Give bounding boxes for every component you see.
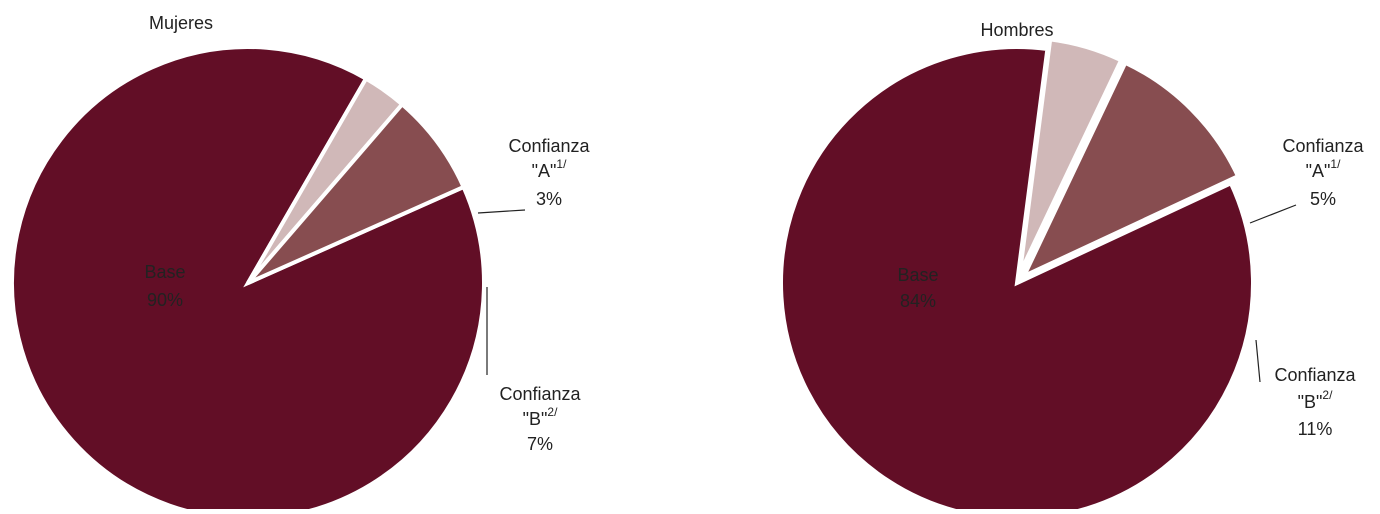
footnote-mark: 2/: [547, 405, 558, 419]
slice-label: "A"1/: [1306, 157, 1341, 181]
slice-label: Confianza: [508, 136, 590, 156]
footnote-mark: 1/: [1330, 157, 1341, 171]
pie-slice: [1019, 60, 1241, 281]
slice-label: Confianza: [499, 384, 581, 404]
chart-title: Hombres: [980, 20, 1053, 40]
pie-slice: [779, 45, 1255, 514]
leader-line: [1249, 204, 1297, 224]
slice-value: 90%: [147, 290, 183, 310]
leader-line: [477, 209, 526, 214]
slice-value: 11%: [1298, 419, 1333, 439]
slice-label: "B"2/: [1298, 388, 1333, 412]
slice-value: 84%: [900, 291, 936, 311]
chart-title: Mujeres: [149, 13, 213, 33]
slice-label: Base: [144, 262, 185, 282]
slice-value: 3%: [536, 189, 562, 209]
slice-label: "A"1/: [532, 157, 567, 181]
slice-label: Confianza: [1282, 136, 1364, 156]
footnote-mark: 1/: [556, 157, 567, 171]
slice-label: Base: [897, 265, 938, 285]
leader-line: [1255, 339, 1261, 383]
pie-slice: [1017, 37, 1124, 275]
slice-value: 5%: [1310, 189, 1336, 209]
slice-value: 7%: [527, 434, 553, 454]
pie-slice: [246, 101, 467, 285]
footnote-mark: 2/: [1322, 388, 1333, 402]
slice-label: Confianza: [1274, 365, 1356, 385]
slice-label: "B"2/: [523, 405, 558, 429]
